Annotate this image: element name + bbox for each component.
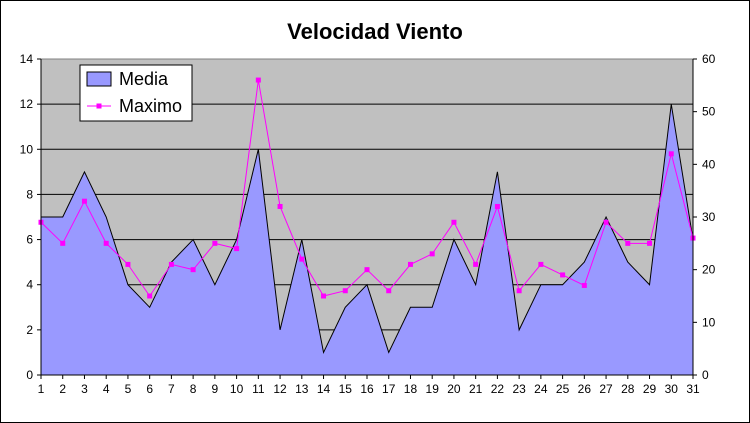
y-left-tick-label: 10 — [20, 142, 34, 156]
x-tick-label: 29 — [643, 382, 657, 396]
x-tick-label: 26 — [578, 382, 592, 396]
maximo-point — [647, 240, 653, 246]
maximo-point — [147, 293, 153, 299]
legend: Media Maximo — [79, 64, 193, 122]
maximo-point — [277, 203, 283, 209]
x-tick-label: 13 — [295, 382, 309, 396]
x-tick-label: 3 — [81, 382, 88, 396]
x-tick-label: 21 — [469, 382, 483, 396]
y-right-tick-label: 40 — [702, 157, 716, 171]
x-tick-label: 2 — [59, 382, 66, 396]
maximo-point — [125, 261, 131, 267]
maximo-point — [255, 77, 261, 83]
maximo-point — [168, 261, 174, 267]
maximo-point — [81, 198, 87, 204]
maximo-point — [103, 240, 109, 246]
maximo-point — [538, 261, 544, 267]
x-tick-label: 6 — [146, 382, 153, 396]
maximo-point — [560, 272, 566, 278]
y-right-tick-label: 20 — [702, 263, 716, 277]
maximo-point — [625, 240, 631, 246]
legend-media-swatch — [86, 71, 112, 87]
x-tick-label: 4 — [103, 382, 110, 396]
maximo-point — [212, 240, 218, 246]
maximo-point — [234, 246, 240, 252]
x-tick-label: 10 — [230, 382, 244, 396]
chart-title: Velocidad Viento — [287, 19, 463, 44]
x-tick-label: 27 — [599, 382, 613, 396]
media-area-layer — [40, 104, 694, 376]
legend-media-label: Media — [119, 69, 169, 89]
x-tick-label: 16 — [360, 382, 374, 396]
y-right-tick-label: 30 — [702, 210, 716, 224]
x-tick-label: 8 — [190, 382, 197, 396]
y-right-tick-label: 50 — [702, 105, 716, 119]
x-tick-label: 18 — [404, 382, 418, 396]
x-tick-label: 7 — [168, 382, 175, 396]
x-tick-label: 28 — [621, 382, 635, 396]
legend-maximo-label: Maximo — [119, 96, 182, 116]
maximo-point — [321, 293, 327, 299]
y-right-tick-label: 60 — [702, 52, 716, 66]
maximo-point — [668, 151, 674, 157]
maximo-point — [60, 240, 66, 246]
y-left-tick-label: 14 — [20, 52, 34, 66]
y-left-tick-label: 4 — [26, 278, 33, 292]
x-tick-label: 19 — [426, 382, 440, 396]
maximo-point — [494, 203, 500, 209]
maximo-point — [581, 282, 587, 288]
x-tick-label: 9 — [212, 382, 219, 396]
x-tick-label: 23 — [512, 382, 526, 396]
y-left-tick-label: 6 — [26, 233, 33, 247]
x-tick-label: 31 — [686, 382, 700, 396]
x-tick-label: 1 — [38, 382, 45, 396]
x-tick-label: 14 — [317, 382, 331, 396]
x-tick-label: 20 — [447, 382, 461, 396]
media-area — [40, 104, 694, 376]
maximo-point — [407, 261, 413, 267]
x-tick-label: 15 — [339, 382, 353, 396]
y-right-tick-label: 10 — [702, 315, 716, 329]
x-tick-label: 11 — [252, 382, 265, 396]
x-tick-label: 5 — [125, 382, 132, 396]
y-left-tick-label: 12 — [20, 97, 34, 111]
x-tick-label: 12 — [273, 382, 287, 396]
y-left-tick-label: 8 — [26, 187, 33, 201]
maximo-point — [386, 288, 392, 294]
maximo-point — [451, 219, 457, 225]
maximo-point — [603, 219, 609, 225]
maximo-point — [342, 288, 348, 294]
maximo-point — [429, 251, 435, 257]
x-tick-label: 22 — [491, 382, 505, 396]
x-tick-label: 25 — [556, 382, 570, 396]
maximo-point — [516, 288, 522, 294]
y-left-tick-label: 0 — [26, 368, 33, 382]
maximo-point — [364, 267, 370, 273]
x-tick-label: 30 — [665, 382, 679, 396]
maximo-point — [473, 261, 479, 267]
maximo-point — [190, 267, 196, 273]
x-tick-label: 24 — [534, 382, 548, 396]
x-tick-label: 17 — [382, 382, 396, 396]
legend-maximo-marker — [96, 103, 102, 109]
y-right-tick-label: 0 — [702, 368, 709, 382]
y-left-tick-label: 2 — [26, 323, 33, 337]
maximo-point — [299, 256, 305, 262]
